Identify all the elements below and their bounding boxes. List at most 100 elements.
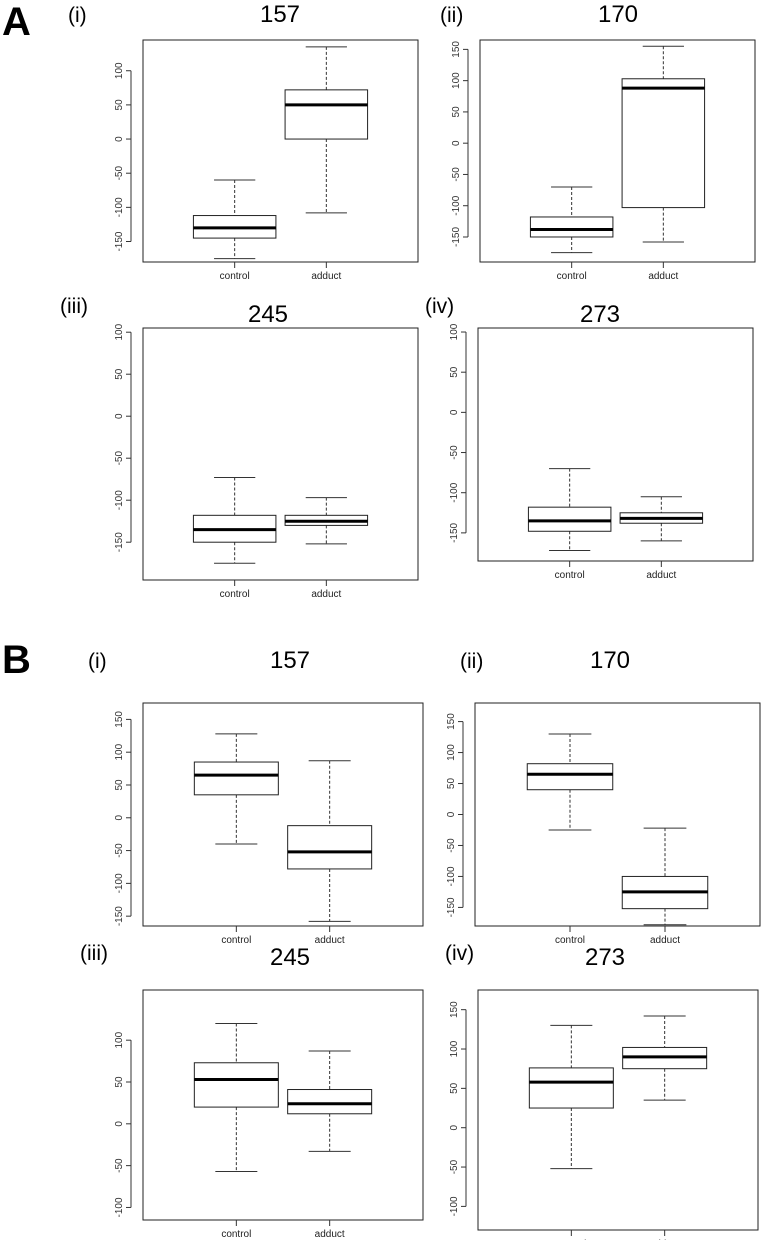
chart-b-4-y-tick-label: 100 [449,1040,460,1057]
chart-b-2-y-tick-label: -150 [446,897,457,917]
chart-b-3-y-tick-label: 100 [114,1031,125,1048]
chart-a-4-y-tick-label: 100 [449,323,460,340]
chart-a-4-panel-label: (iv) [425,295,454,318]
chart-a-2-y-tick-label: 0 [451,140,462,146]
chart-a-1-y-tick-label: -100 [114,197,125,217]
chart-a-2-y-tick-label: -50 [451,167,462,182]
chart-a-3-y-tick-label: 50 [114,368,125,380]
chart-b-1-y-tick-label: -100 [114,873,125,893]
chart-b-4-y-tick-label: -50 [449,1159,460,1174]
chart-a-4-title: 273 [580,301,620,328]
chart-b-1-x-label-control: control [221,935,251,946]
chart-b-3-y-tick-label: 50 [114,1076,125,1088]
chart-b-1-y-tick-label: 100 [114,743,125,760]
chart-b-3-y-tick-label: 0 [114,1121,125,1127]
chart-a-2-title: 170 [598,1,638,28]
chart-a-3-y-tick-label: -50 [114,451,125,466]
chart-b-2-x-label-adduct: adduct [650,935,680,946]
chart-a-4-y-tick-label: -50 [449,445,460,460]
chart-b-1-plot-frame [142,702,424,927]
chart-b-1-title: 157 [270,647,310,674]
section-letter-a: A [2,0,31,44]
chart-b-4-panel-label: (iv) [445,942,474,965]
chart-b-4-y-tick-label: 50 [449,1082,460,1094]
chart-b-3: (iii) 245 -100 -50 0 50 100 control adduct [80,942,424,1240]
chart-a-4: (iv) 273 -150 -100 -50 0 50 100 control adduct [425,295,754,581]
chart-b-2-y-tick-label: 150 [446,713,457,730]
chart-a-3-x-label-adduct: adduct [311,589,341,600]
chart-b-2-y-tick-label: -100 [446,866,457,886]
chart-b-2: (ii) 170 -150 -100 -50 0 50 100 150 control adduct [446,647,761,946]
chart-a-1-box-adduct-iqr [284,89,369,140]
chart-b-4-y-tick-label: -100 [449,1196,460,1216]
chart-a-1-y-tick-label: -50 [114,166,125,181]
chart-a-1-title: 157 [260,1,300,28]
section-letter-b: B [2,638,31,682]
chart-a-4-y-tick-label: -150 [449,522,460,542]
chart-a-1-y-tick-label: 0 [114,136,125,142]
chart-a-4-y-tick-label: 50 [449,366,460,378]
chart-b-1-y-tick-label: 0 [114,815,125,821]
chart-a-2-box-control-iqr [529,216,614,238]
chart-b-1-y-tick-label: 150 [114,711,125,728]
chart-a-4-x-label-control: control [555,570,585,581]
chart-b-4-title: 273 [585,944,625,971]
chart-b-1-y-tick-label: -50 [114,843,125,858]
chart-a-3-y-tick-label: -150 [114,532,125,552]
chart-a-2-y-tick-label: -150 [451,227,462,247]
chart-a-2-x-label-control: control [557,271,587,282]
chart-b-3-panel-label: (iii) [80,942,108,965]
chart-a-4-x-label-adduct: adduct [646,570,676,581]
chart-a-2-plot-frame [479,39,756,263]
chart-a-1-x-label-control: control [220,271,250,282]
chart-b-1-y-tick-label: -150 [114,906,125,926]
chart-a-1-panel-label: (i) [68,4,87,27]
chart-b-3-x-label-adduct: adduct [315,1229,345,1240]
chart-a-2-x-label-adduct: adduct [648,271,678,282]
chart-b-2-y-tick-label: 100 [446,744,457,761]
chart-b-4-y-tick-label: 0 [449,1124,460,1130]
chart-a-1-y-tick-label: 100 [114,62,125,79]
chart-a-2: (ii) 170 -150 -100 -50 0 50 100 150 control adduct [440,1,756,282]
chart-a-2-y-tick-label: 50 [451,106,462,118]
chart-a-4-box-control-iqr [527,506,612,532]
chart-a-3-plot-frame [142,327,419,581]
chart-a-4-plot-frame [477,327,754,562]
chart-b-2-panel-label: (ii) [460,650,483,673]
chart-a-2-panel-label: (ii) [440,4,463,27]
chart-b-1-x-label-adduct: adduct [315,935,345,946]
chart-a-2-y-tick-label: 150 [451,41,462,58]
chart-b-1-y-tick-label: 50 [114,779,125,791]
chart-b-3-box-adduct-iqr [287,1089,373,1115]
chart-a-1: (i) 157 -150 -100 -50 0 50 100 control adduct [68,1,419,282]
chart-a-1-y-tick-label: -150 [114,231,125,251]
chart-b-1: (i) 157 -150 -100 -50 0 50 100 150 control adduct [88,647,424,946]
chart-a-4-y-tick-label: 0 [449,409,460,415]
chart-b-2-y-tick-label: 0 [446,811,457,817]
chart-a-2-box-adduct-iqr [621,78,706,209]
chart-b-4-plot-frame [477,989,759,1231]
chart-b-3-x-label-control: control [221,1229,251,1240]
chart-a-2-y-tick-label: 100 [451,72,462,89]
chart-b-3-box-control-iqr [193,1062,279,1108]
chart-b-2-box-control-iqr [526,763,614,791]
chart-b-3-plot-frame [142,989,424,1221]
chart-b-2-x-label-control: control [555,935,585,946]
chart-b-3-y-tick-label: -100 [114,1197,125,1217]
chart-a-3: (iii) 245 -150 -100 -50 0 50 100 control adduct [60,295,419,600]
chart-b-1-panel-label: (i) [88,650,107,673]
chart-a-3-x-label-control: control [220,589,250,600]
chart-b-1-box-control-iqr [193,761,279,796]
chart-a-3-y-tick-label: 100 [114,323,125,340]
chart-b-4-box-control-iqr [528,1067,614,1109]
chart-a-1-x-label-adduct: adduct [311,271,341,282]
chart-b-2-title: 170 [590,647,630,674]
chart-a-1-y-tick-label: 50 [114,99,125,111]
chart-b-4-y-tick-label: 150 [449,1001,460,1018]
chart-b-3-y-tick-label: -50 [114,1158,125,1173]
chart-a-4-y-tick-label: -100 [449,482,460,502]
chart-a-3-y-tick-label: -100 [114,490,125,510]
chart-b-3-title: 245 [270,944,310,971]
